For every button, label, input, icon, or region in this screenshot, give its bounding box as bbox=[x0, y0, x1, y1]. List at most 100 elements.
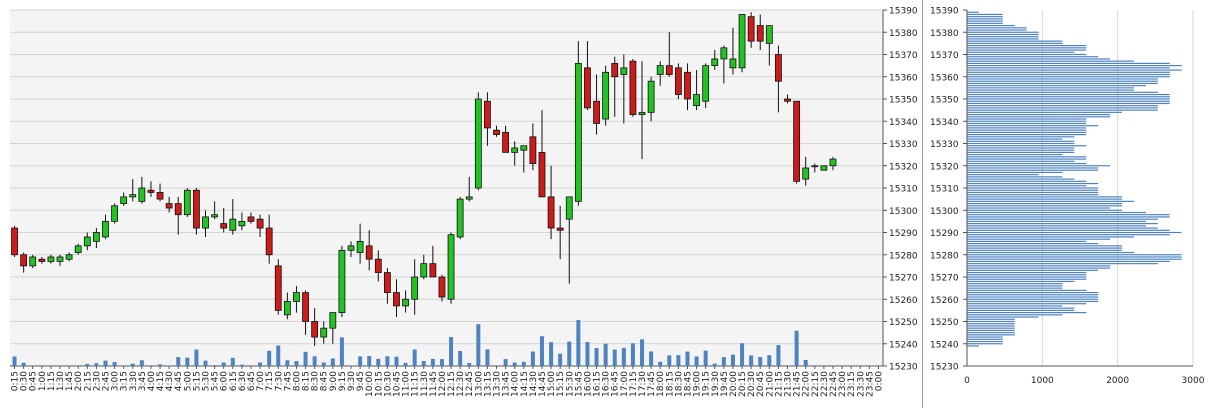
candle bbox=[83, 236, 91, 247]
volume-bar bbox=[321, 362, 326, 366]
profile-bar bbox=[967, 105, 1158, 107]
volume-bar bbox=[367, 355, 372, 366]
profile-bar bbox=[967, 76, 1170, 78]
x-tick-label: 16:15 bbox=[593, 371, 603, 397]
volume-bar bbox=[230, 357, 235, 366]
profile-bar bbox=[967, 33, 1039, 36]
volume-bar bbox=[112, 362, 117, 366]
profile-bar bbox=[967, 294, 1099, 296]
candle bbox=[138, 187, 146, 202]
profile-bar bbox=[967, 207, 1111, 209]
x-tick-label: 5:45 bbox=[211, 371, 221, 391]
volume-bar bbox=[385, 356, 390, 366]
y-tick-label: 15370 bbox=[930, 51, 959, 61]
candle bbox=[20, 254, 28, 267]
profile-bar bbox=[967, 334, 1015, 336]
profile-bar bbox=[967, 73, 1170, 76]
volume-bar bbox=[258, 362, 263, 366]
profile-bar bbox=[967, 202, 1123, 205]
candle bbox=[374, 258, 382, 273]
profile-bar bbox=[967, 309, 1075, 311]
x-tick-label: 0 bbox=[964, 376, 970, 386]
candle bbox=[356, 240, 364, 253]
candle bbox=[311, 321, 319, 338]
volume-bar bbox=[585, 342, 590, 366]
volume-bar bbox=[458, 350, 463, 366]
volume-bar bbox=[349, 365, 354, 366]
profile-bar bbox=[967, 27, 1027, 29]
profile-bar bbox=[967, 120, 1087, 122]
x-tick-label: 5:15 bbox=[192, 371, 202, 391]
x-tick-label: 12:30 bbox=[456, 371, 466, 397]
volume-bar bbox=[640, 339, 645, 366]
profile-bar bbox=[967, 289, 1087, 291]
y-tick-label: 15290 bbox=[889, 229, 918, 239]
volume-bar bbox=[749, 355, 754, 366]
y-tick-label: 15300 bbox=[889, 207, 918, 217]
profile-bar bbox=[967, 236, 1134, 238]
profile-bar bbox=[967, 327, 1015, 329]
y-tick-label: 15310 bbox=[889, 185, 918, 195]
candle bbox=[365, 245, 373, 260]
candle bbox=[202, 216, 209, 229]
volume-bar bbox=[476, 324, 481, 366]
candle bbox=[293, 292, 300, 302]
x-tick-label: 6:00 bbox=[220, 371, 230, 391]
x-tick-label: 18:00 bbox=[656, 371, 666, 397]
candle bbox=[820, 165, 828, 171]
profile-bar bbox=[967, 323, 1015, 325]
x-tick-label: 7:45 bbox=[283, 371, 293, 391]
y-tick-label: 15270 bbox=[889, 274, 918, 284]
y-tick-label: 15330 bbox=[930, 140, 959, 150]
profile-bar bbox=[967, 205, 1123, 207]
candle bbox=[520, 145, 528, 151]
candle bbox=[684, 71, 691, 100]
candle bbox=[65, 254, 73, 260]
volume-bar bbox=[403, 362, 408, 366]
profile-bar bbox=[967, 11, 979, 13]
x-tick-label: 14:00 bbox=[511, 371, 521, 397]
volume-bar bbox=[603, 343, 608, 366]
profile-bar bbox=[967, 312, 1087, 314]
volume-bar bbox=[740, 343, 745, 366]
x-tick-label: 20:30 bbox=[747, 371, 757, 397]
profile-bar bbox=[967, 194, 1099, 196]
x-tick-label: 6:30 bbox=[238, 371, 248, 391]
x-tick-label: 6:45 bbox=[247, 371, 257, 391]
profile-bar bbox=[967, 53, 1087, 56]
x-tick-label: 19:15 bbox=[702, 371, 712, 397]
profile-bar bbox=[967, 16, 1003, 18]
candle bbox=[484, 100, 491, 129]
x-tick-label: 15:45 bbox=[574, 371, 584, 397]
profile-bar bbox=[967, 131, 1087, 133]
candle bbox=[702, 65, 710, 102]
profile-bar bbox=[967, 318, 1015, 320]
volume-bar bbox=[630, 343, 635, 366]
volume-bar bbox=[276, 345, 281, 366]
candle bbox=[620, 67, 628, 75]
profile-bar bbox=[967, 18, 1003, 20]
profile-bar bbox=[967, 243, 1099, 245]
x-tick-label: 19:30 bbox=[711, 371, 721, 397]
profile-bar bbox=[967, 156, 1087, 158]
x-tick-label: 23:15 bbox=[847, 371, 857, 397]
volume-bar bbox=[794, 330, 799, 366]
candle bbox=[347, 245, 355, 251]
y-tick-label: 15270 bbox=[930, 274, 959, 284]
candle bbox=[493, 129, 500, 135]
x-tick-label: 8:45 bbox=[320, 371, 330, 391]
candle bbox=[211, 214, 219, 218]
candle bbox=[102, 220, 109, 238]
profile-bar bbox=[967, 231, 1182, 234]
volume-bar bbox=[676, 355, 681, 366]
chart-divider bbox=[922, 0, 923, 408]
y-tick-label: 15390 bbox=[889, 7, 918, 17]
profile-bar bbox=[967, 36, 1039, 38]
profile-bar bbox=[967, 22, 1003, 24]
profile-bar bbox=[967, 180, 1087, 182]
x-tick-label: 20:00 bbox=[729, 371, 739, 397]
x-tick-label: 9:15 bbox=[338, 371, 348, 391]
profile-bar bbox=[967, 40, 1063, 42]
profile-bar bbox=[967, 85, 1146, 87]
profile-bar bbox=[967, 274, 1087, 276]
